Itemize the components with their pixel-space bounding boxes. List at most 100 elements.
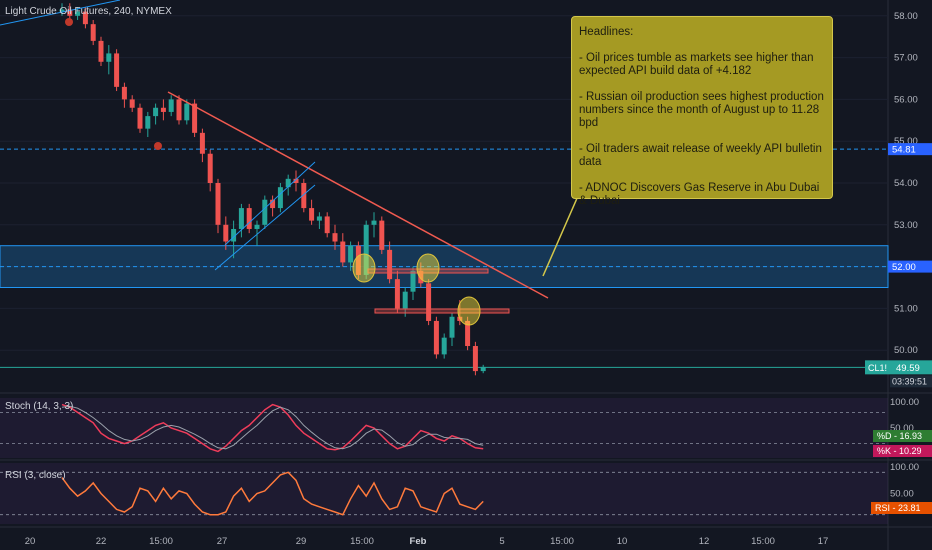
stoch-line — [61, 405, 484, 450]
candle-body — [472, 346, 478, 372]
resistance-box — [367, 268, 489, 274]
stoch-background — [0, 398, 888, 458]
trendline — [167, 91, 549, 299]
time-tick: 22 — [96, 536, 107, 547]
marker-dot — [154, 142, 162, 150]
rsi-text: RSI - 23.81 — [875, 503, 921, 513]
symbol-title[interactable]: Light Crude Oil Futures, 240, NYMEX — [5, 6, 172, 17]
candle-body — [355, 245, 361, 275]
candle-body — [67, 9, 73, 16]
time-tick: 17 — [818, 536, 829, 547]
candle-body — [348, 245, 354, 263]
marker-dot — [65, 18, 73, 26]
candle-body — [316, 216, 322, 221]
current-price-symbol: CL1! — [868, 363, 887, 373]
candle-body — [449, 316, 455, 338]
candle-body — [82, 11, 88, 25]
candle-body — [270, 199, 276, 209]
candle-body — [176, 99, 182, 121]
drawings — [0, 0, 579, 326]
time-tick: 15:00 — [350, 536, 374, 547]
candle-body — [480, 366, 486, 372]
time-tick: 27 — [217, 536, 228, 547]
candle-body — [340, 241, 346, 263]
candle-body — [371, 220, 377, 225]
stoch-k-text: %K - 10.29 — [877, 446, 922, 456]
candle-body — [433, 320, 439, 355]
indicator-panels — [0, 398, 888, 524]
candle-body — [114, 53, 120, 87]
candle-body — [184, 103, 190, 121]
price-tag — [888, 143, 932, 156]
time-tick: 29 — [296, 536, 307, 547]
time-tick: 12 — [699, 536, 710, 547]
countdown-tag — [890, 375, 932, 388]
candle-body — [441, 337, 447, 355]
time-tick: 20 — [25, 536, 36, 547]
headline-item: - ADNOC Discovers Gas Reserve in Abu Dub… — [579, 182, 820, 207]
price-axis: 58.00 57.00 56.00 55.00 54.00 53.00 52.00 51.00… — [865, 11, 932, 514]
candle-body — [98, 40, 104, 62]
stoch-k-tag — [873, 445, 932, 457]
candle-body — [231, 228, 237, 242]
candle-body — [293, 178, 299, 183]
candle-body — [254, 224, 260, 229]
candle-body — [129, 99, 135, 108]
candle-body — [277, 187, 283, 209]
candle-body — [160, 107, 166, 112]
channel-line-lower — [214, 184, 316, 271]
headline-item: - Oil prices tumble as markets see highe… — [579, 52, 814, 77]
candle-body — [379, 220, 385, 250]
candle-body — [426, 283, 432, 321]
price-tag — [888, 260, 932, 273]
candle-body — [301, 183, 307, 209]
candle-body — [262, 199, 268, 225]
candle-body — [90, 24, 96, 41]
stoch-d-tag — [873, 430, 932, 442]
price-tick: 53.00 — [894, 220, 918, 231]
rsi-tick: 50.00 — [890, 489, 914, 500]
price-tick: 55.00 — [894, 136, 918, 147]
candle-body — [153, 107, 159, 117]
headline-item: - Oil traders await release of weekly AP… — [579, 143, 822, 168]
time-tick: 10 — [617, 536, 628, 547]
time-tick: 5 — [499, 536, 504, 547]
candle-body — [121, 86, 127, 100]
time-tick: 15:00 — [149, 536, 173, 547]
candle-body — [215, 183, 221, 225]
candle-body — [285, 178, 291, 188]
headlines-note[interactable]: Headlines: - Oil prices tumble as market… — [571, 16, 833, 207]
time-tick: 15:00 — [751, 536, 775, 547]
time-tick: Feb — [410, 536, 427, 547]
stoch-d-text: %D - 16.93 — [877, 431, 922, 441]
candle-body — [363, 224, 369, 275]
headline-item: - Russian oil production sees highest pr… — [579, 91, 824, 129]
candle-body — [309, 208, 315, 221]
candles — [59, 3, 486, 376]
candle-body — [394, 279, 400, 309]
candle-body — [418, 270, 424, 284]
headlines-title: Headlines: — [579, 26, 634, 38]
current-price-tag — [865, 360, 932, 375]
candle-body — [324, 216, 330, 234]
stoch-tick: 50.00 — [890, 423, 914, 434]
candle-body — [106, 53, 112, 62]
highlight-circle — [352, 253, 376, 283]
channel-line-top — [0, 0, 121, 26]
highlight-circle — [416, 253, 440, 283]
candle-body — [168, 99, 174, 112]
candle-body — [207, 153, 213, 183]
candle-body — [137, 107, 143, 129]
stoch-label[interactable]: Stoch (14, 3, 3) — [5, 401, 74, 412]
price-tag-text: 52.00 — [892, 262, 916, 273]
candle-body — [410, 270, 416, 292]
channel-line-upper — [224, 161, 316, 246]
time-axis: 20 22 15:00 27 29 15:00 Feb 5 15:00 10 12 15:00 17 — [25, 536, 829, 547]
candle-body — [238, 208, 244, 229]
candle-body — [332, 233, 338, 242]
current-price-text: 49.59 — [896, 363, 920, 374]
price-tick: 51.00 — [894, 303, 918, 314]
rsi-label[interactable]: RSI (3, close) — [5, 470, 66, 481]
candle-body — [402, 291, 408, 309]
